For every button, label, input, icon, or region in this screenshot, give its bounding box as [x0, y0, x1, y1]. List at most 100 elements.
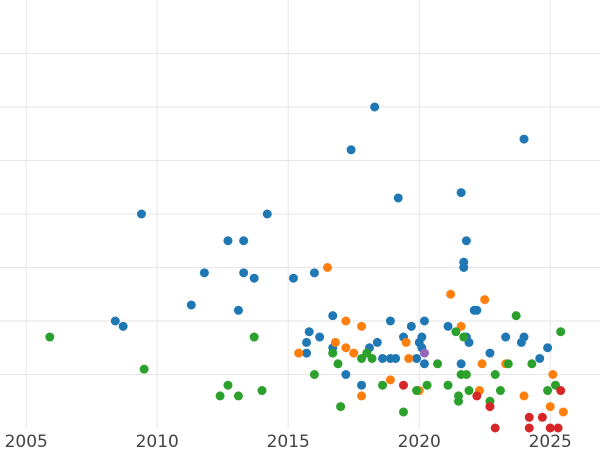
- data-point: [454, 391, 464, 401]
- data-point: [443, 380, 453, 390]
- data-point: [456, 359, 466, 369]
- data-point: [333, 359, 343, 369]
- data-point: [370, 102, 380, 112]
- data-point: [406, 321, 416, 331]
- data-point: [391, 353, 401, 363]
- series-3: [398, 380, 566, 433]
- data-point: [349, 348, 359, 358]
- data-point: [357, 321, 367, 331]
- data-point: [495, 386, 505, 396]
- data-point: [535, 353, 545, 363]
- data-point: [461, 236, 471, 246]
- data-point: [401, 337, 411, 347]
- data-point: [110, 316, 120, 326]
- data-point: [545, 423, 555, 433]
- data-point: [330, 337, 340, 347]
- data-point: [223, 236, 233, 246]
- data-point: [459, 332, 469, 342]
- data-point: [537, 412, 547, 422]
- data-point: [233, 391, 243, 401]
- data-point: [485, 348, 495, 358]
- data-point: [556, 327, 566, 337]
- data-point: [367, 353, 377, 363]
- data-point: [393, 193, 403, 203]
- x-tick-label: 2005: [5, 432, 48, 450]
- data-point: [341, 316, 351, 326]
- data-point: [372, 337, 382, 347]
- data-point: [136, 209, 146, 219]
- data-point: [309, 268, 319, 278]
- data-point: [443, 321, 453, 331]
- data-point: [464, 386, 474, 396]
- data-point: [304, 327, 314, 337]
- data-point: [249, 273, 259, 283]
- data-point: [186, 300, 196, 310]
- data-point: [472, 305, 482, 315]
- data-point: [556, 386, 566, 396]
- data-point: [519, 391, 529, 401]
- data-point: [548, 370, 558, 379]
- data-point: [302, 337, 312, 347]
- data-point: [199, 268, 209, 278]
- data-point: [118, 321, 128, 331]
- data-point: [294, 348, 304, 358]
- data-point: [524, 412, 534, 422]
- data-point: [419, 316, 429, 326]
- series-2: [45, 311, 566, 417]
- data-point: [378, 380, 388, 390]
- data-point: [419, 359, 429, 369]
- data-point: [490, 370, 500, 379]
- x-tick-labels: 2005 2010 2015 2020 2025: [5, 432, 572, 450]
- data-point: [461, 370, 471, 379]
- data-point: [553, 423, 563, 433]
- data-point: [446, 289, 456, 299]
- data-point: [398, 380, 408, 390]
- series-0: [110, 102, 553, 390]
- data-point: [323, 263, 333, 272]
- data-point: [524, 423, 534, 433]
- data-point: [139, 364, 149, 374]
- data-point: [45, 332, 55, 342]
- data-point: [422, 380, 432, 390]
- data-point: [485, 402, 495, 412]
- data-point: [239, 236, 249, 246]
- data-point: [477, 359, 487, 369]
- data-point: [501, 332, 511, 342]
- y-gridlines: [0, 53, 600, 375]
- data-point: [543, 386, 553, 396]
- data-point: [215, 391, 225, 401]
- data-point: [257, 386, 267, 396]
- series-4: [419, 348, 429, 358]
- data-point: [519, 134, 529, 144]
- data-point: [309, 370, 319, 379]
- data-point: [385, 375, 395, 385]
- data-point: [341, 370, 351, 379]
- data-point: [346, 145, 356, 155]
- data-point: [385, 316, 395, 326]
- data-point: [378, 353, 388, 363]
- data-point: [456, 188, 466, 198]
- data-point: [336, 402, 346, 412]
- data-point: [341, 343, 351, 353]
- x-tick-label: 2010: [136, 432, 179, 450]
- data-point: [249, 332, 259, 342]
- data-point: [288, 273, 298, 283]
- data-point: [480, 295, 490, 305]
- data-point: [503, 359, 513, 369]
- data-point: [412, 353, 422, 363]
- data-point: [239, 268, 249, 278]
- data-point: [233, 305, 243, 315]
- data-point: [417, 332, 427, 342]
- data-point: [472, 391, 482, 401]
- data-points: [45, 102, 568, 433]
- data-point: [315, 332, 325, 342]
- data-point: [459, 257, 469, 267]
- data-point: [328, 311, 338, 321]
- x-tick-label: 2025: [529, 432, 572, 450]
- data-point: [328, 348, 338, 358]
- data-point: [357, 391, 367, 401]
- data-point: [511, 311, 521, 321]
- data-point: [357, 380, 367, 390]
